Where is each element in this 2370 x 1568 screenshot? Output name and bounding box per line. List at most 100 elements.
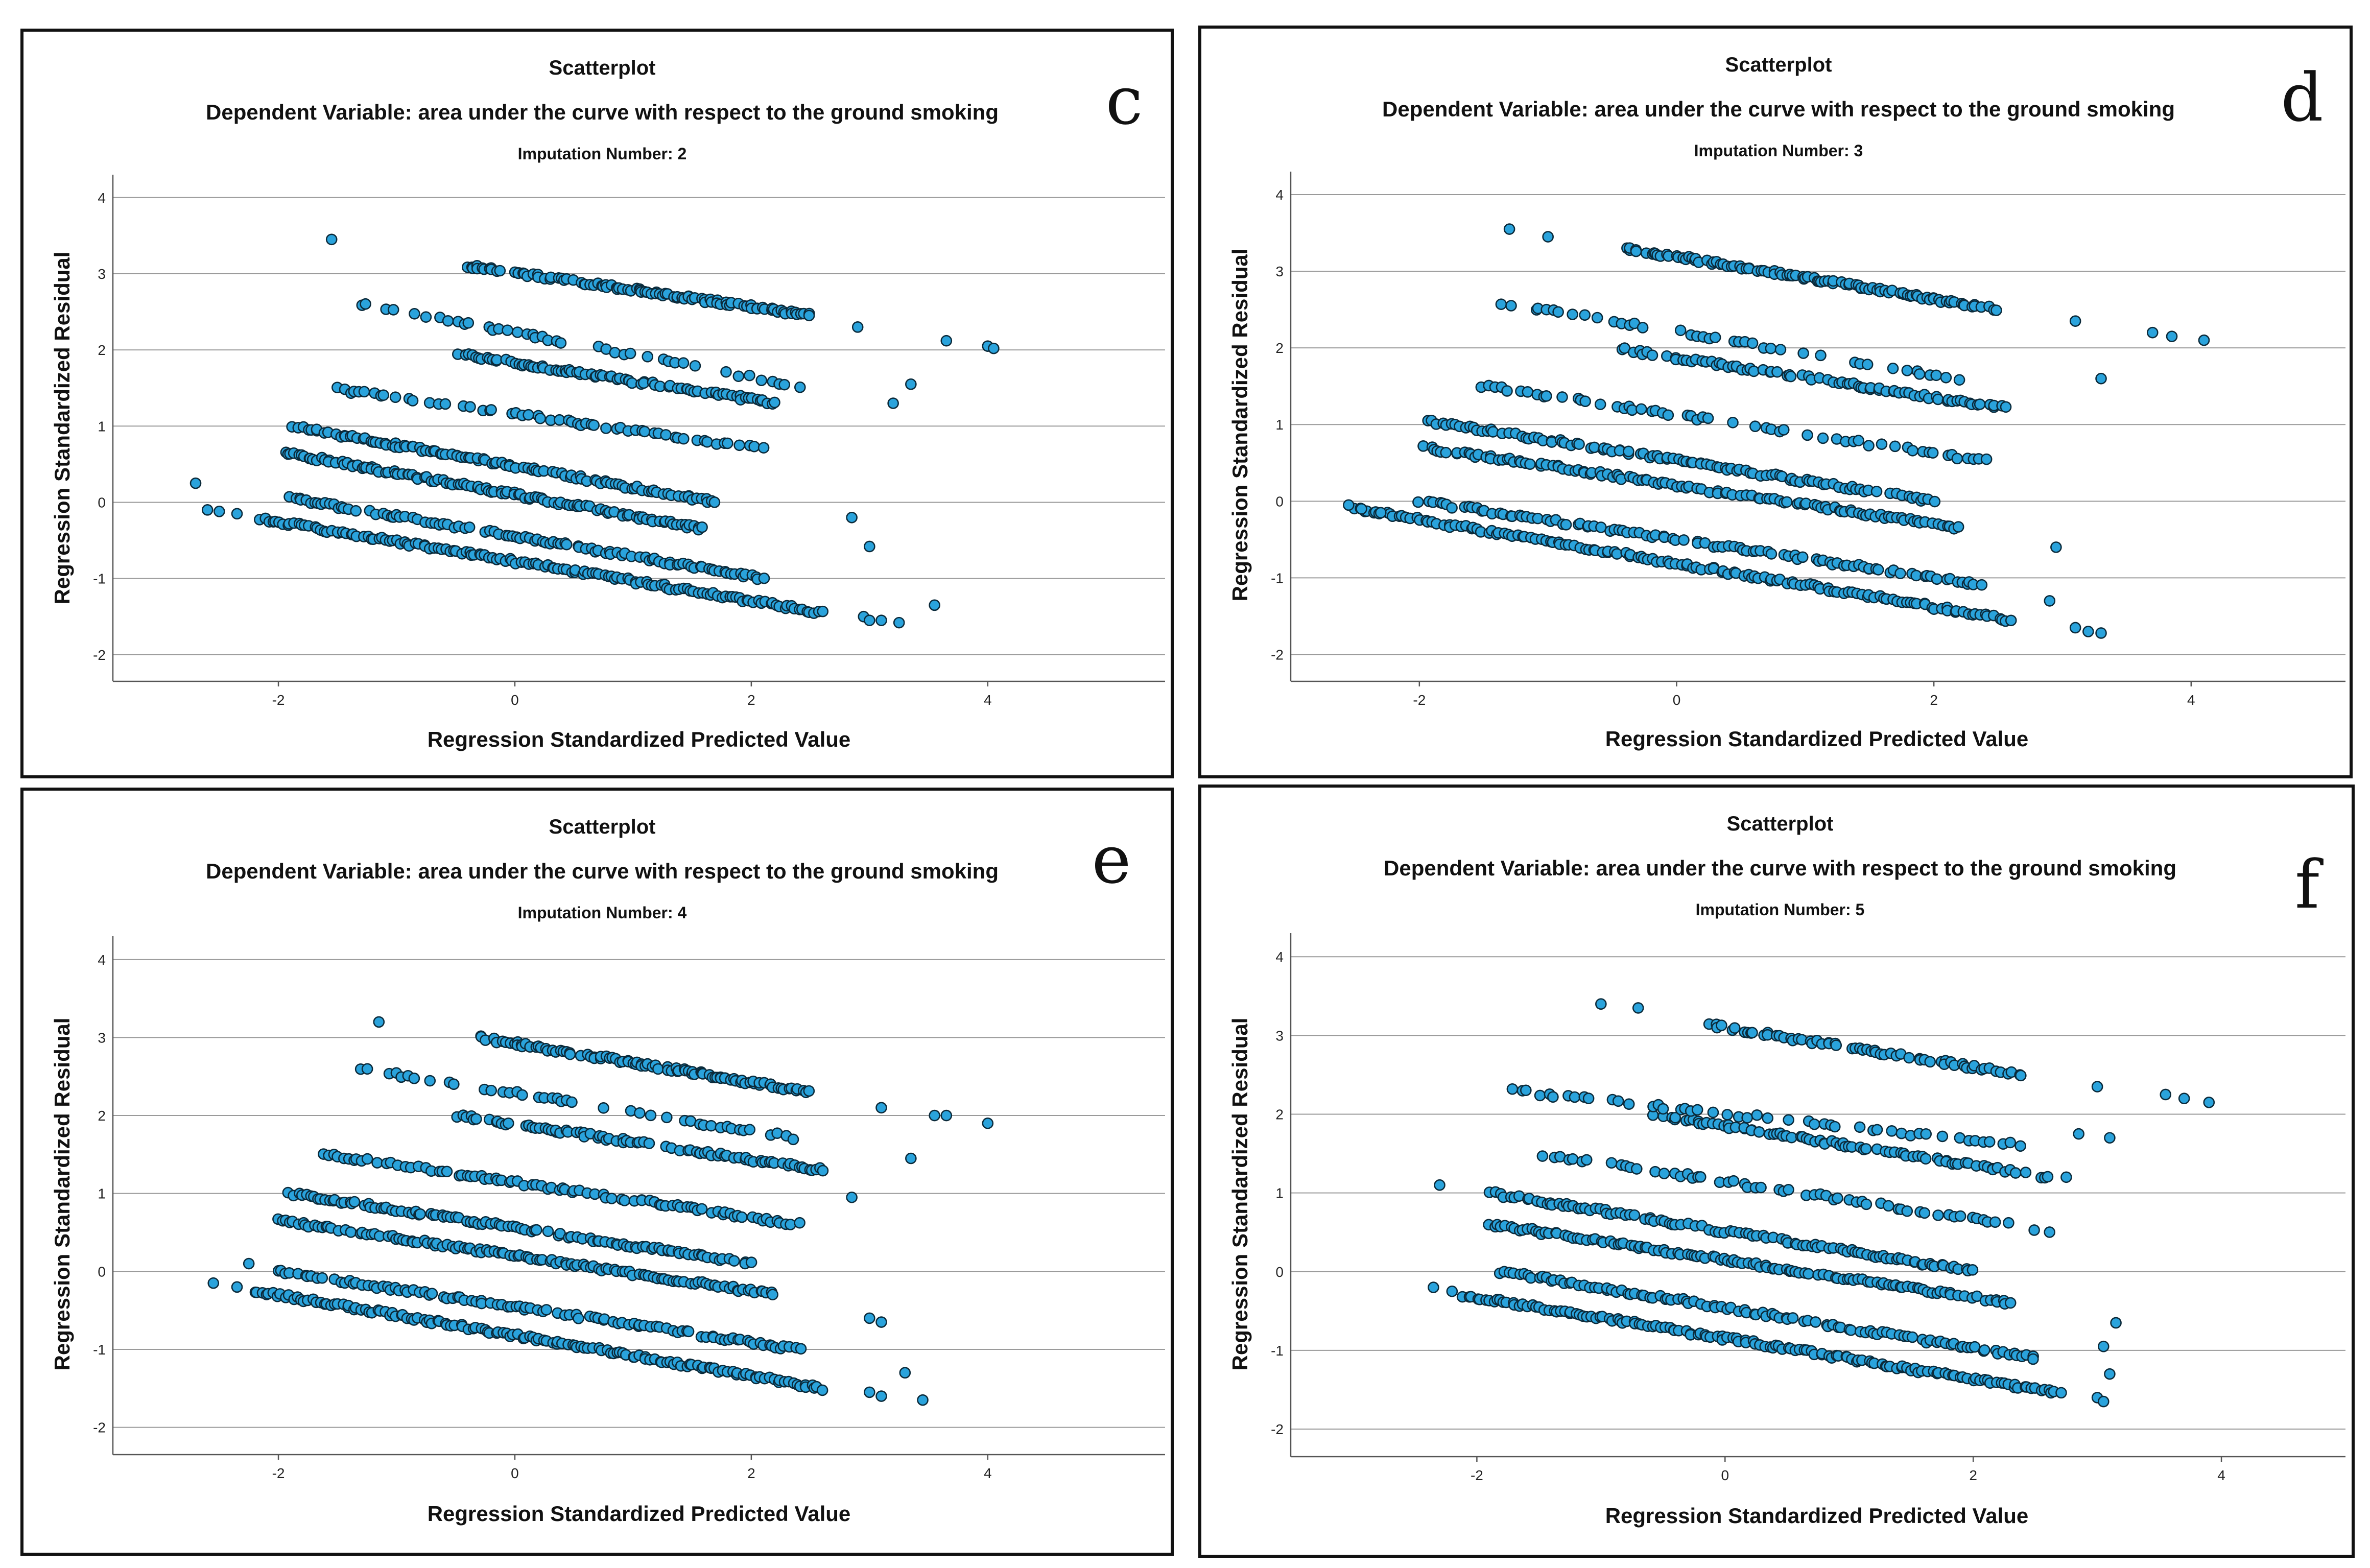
data-point bbox=[1817, 432, 1829, 444]
data-point bbox=[1751, 1109, 1763, 1121]
data-point bbox=[744, 1124, 756, 1135]
data-point bbox=[207, 1277, 220, 1289]
chart-subtitle: Dependent Variable: area under the curve… bbox=[206, 100, 999, 124]
data-point bbox=[642, 350, 654, 363]
imputation-label: Imputation Number: 2 bbox=[518, 145, 687, 163]
data-point bbox=[864, 1312, 875, 1324]
data-point bbox=[1695, 1171, 1707, 1183]
data-point bbox=[2014, 1140, 2026, 1152]
data-point bbox=[1579, 395, 1591, 408]
data-point bbox=[1903, 1052, 1915, 1064]
y-tick-label: 4 bbox=[98, 952, 106, 968]
chart-title: Scatterplot bbox=[1725, 54, 1832, 76]
data-point bbox=[893, 616, 905, 629]
data-point bbox=[485, 404, 497, 416]
data-point bbox=[1727, 417, 1739, 429]
data-point bbox=[609, 347, 621, 359]
data-point bbox=[1786, 1131, 1797, 1144]
data-point bbox=[2005, 614, 2017, 627]
data-point bbox=[1637, 322, 1649, 334]
data-point bbox=[1356, 503, 1367, 515]
data-point bbox=[1741, 1112, 1753, 1124]
data-point bbox=[1876, 438, 1888, 450]
y-tick-label: 0 bbox=[1275, 1264, 1284, 1280]
data-point bbox=[1536, 1150, 1549, 1162]
panel-letter: d bbox=[2281, 59, 2323, 136]
data-point bbox=[701, 436, 713, 448]
y-tick-label: -1 bbox=[93, 571, 106, 587]
data-point bbox=[1748, 365, 1760, 377]
x-tick-label: 4 bbox=[984, 1465, 992, 1481]
data-point bbox=[1830, 1039, 1842, 1051]
data-point bbox=[1919, 1153, 1932, 1165]
x-axis-label: Regression Standardized Predicted Value bbox=[1605, 727, 2029, 751]
data-point bbox=[1707, 1106, 1719, 1119]
data-point bbox=[407, 395, 419, 407]
data-point bbox=[1662, 409, 1674, 421]
data-point bbox=[2097, 1395, 2110, 1408]
data-point bbox=[1906, 1331, 1918, 1343]
x-tick-label: 2 bbox=[1930, 692, 1938, 708]
data-point bbox=[1569, 1091, 1581, 1103]
data-point bbox=[1887, 363, 1899, 374]
data-point bbox=[1501, 385, 1513, 397]
y-tick-label: 1 bbox=[98, 418, 106, 434]
data-point bbox=[555, 337, 567, 349]
imputation-label: Imputation Number: 4 bbox=[518, 904, 687, 922]
data-point bbox=[387, 304, 399, 316]
data-point bbox=[448, 1078, 460, 1090]
data-point bbox=[1861, 359, 1874, 370]
data-point bbox=[606, 1193, 618, 1204]
x-tick-label: 2 bbox=[747, 692, 755, 708]
data-point bbox=[1746, 1027, 1758, 1039]
data-point bbox=[795, 1343, 807, 1355]
data-point bbox=[817, 605, 829, 617]
y-tick-label: 2 bbox=[1275, 340, 1284, 356]
data-point bbox=[1506, 1083, 1519, 1095]
data-point bbox=[1595, 998, 1607, 1010]
data-point bbox=[2042, 1171, 2054, 1183]
data-point bbox=[767, 1289, 778, 1300]
data-point bbox=[851, 321, 864, 333]
scatter-chart-d: Scatterplot Dependent Variable: area und… bbox=[1228, 54, 2345, 751]
data-point bbox=[1657, 1103, 1669, 1115]
data-point bbox=[1628, 1209, 1641, 1221]
data-point bbox=[560, 538, 573, 551]
data-point bbox=[1796, 551, 1809, 563]
data-point bbox=[494, 265, 506, 277]
data-point bbox=[516, 1089, 528, 1101]
y-axis-label: Regression Standardized Residual bbox=[1228, 249, 1252, 602]
data-point bbox=[2091, 1081, 2103, 1092]
data-point bbox=[787, 1133, 799, 1146]
data-point bbox=[1678, 534, 1690, 546]
data-point bbox=[573, 1313, 584, 1324]
data-point bbox=[243, 1257, 255, 1270]
data-point bbox=[1428, 1281, 1439, 1293]
data-point bbox=[677, 357, 690, 369]
data-point bbox=[758, 572, 770, 584]
data-point bbox=[1785, 370, 1797, 383]
scatterplot-panel-e: Scatterplot Dependent Variable: area und… bbox=[20, 788, 1174, 1556]
data-point bbox=[534, 412, 547, 424]
data-point bbox=[358, 386, 370, 398]
data-point bbox=[1505, 300, 1517, 312]
data-point bbox=[1797, 347, 1809, 359]
data-point bbox=[189, 477, 202, 489]
imputation-label: Imputation Number: 3 bbox=[1694, 141, 1863, 160]
chart-title: Scatterplot bbox=[549, 816, 656, 838]
data-point bbox=[2003, 1217, 2014, 1229]
data-point bbox=[1709, 331, 1721, 343]
data-point bbox=[2082, 626, 2094, 637]
data-point bbox=[1932, 393, 1944, 406]
data-point bbox=[1990, 304, 2002, 316]
y-tick-label: 1 bbox=[98, 1186, 106, 1202]
data-point bbox=[1691, 1104, 1703, 1116]
data-point bbox=[373, 1016, 385, 1028]
data-point bbox=[2160, 1088, 2172, 1101]
data-point bbox=[1605, 1157, 1618, 1169]
data-point bbox=[1781, 496, 1793, 508]
x-axis-label: Regression Standardized Predicted Value bbox=[428, 1502, 851, 1526]
data-point bbox=[1343, 499, 1355, 511]
y-tick-label: 0 bbox=[98, 1264, 106, 1279]
data-point bbox=[1976, 579, 1988, 591]
